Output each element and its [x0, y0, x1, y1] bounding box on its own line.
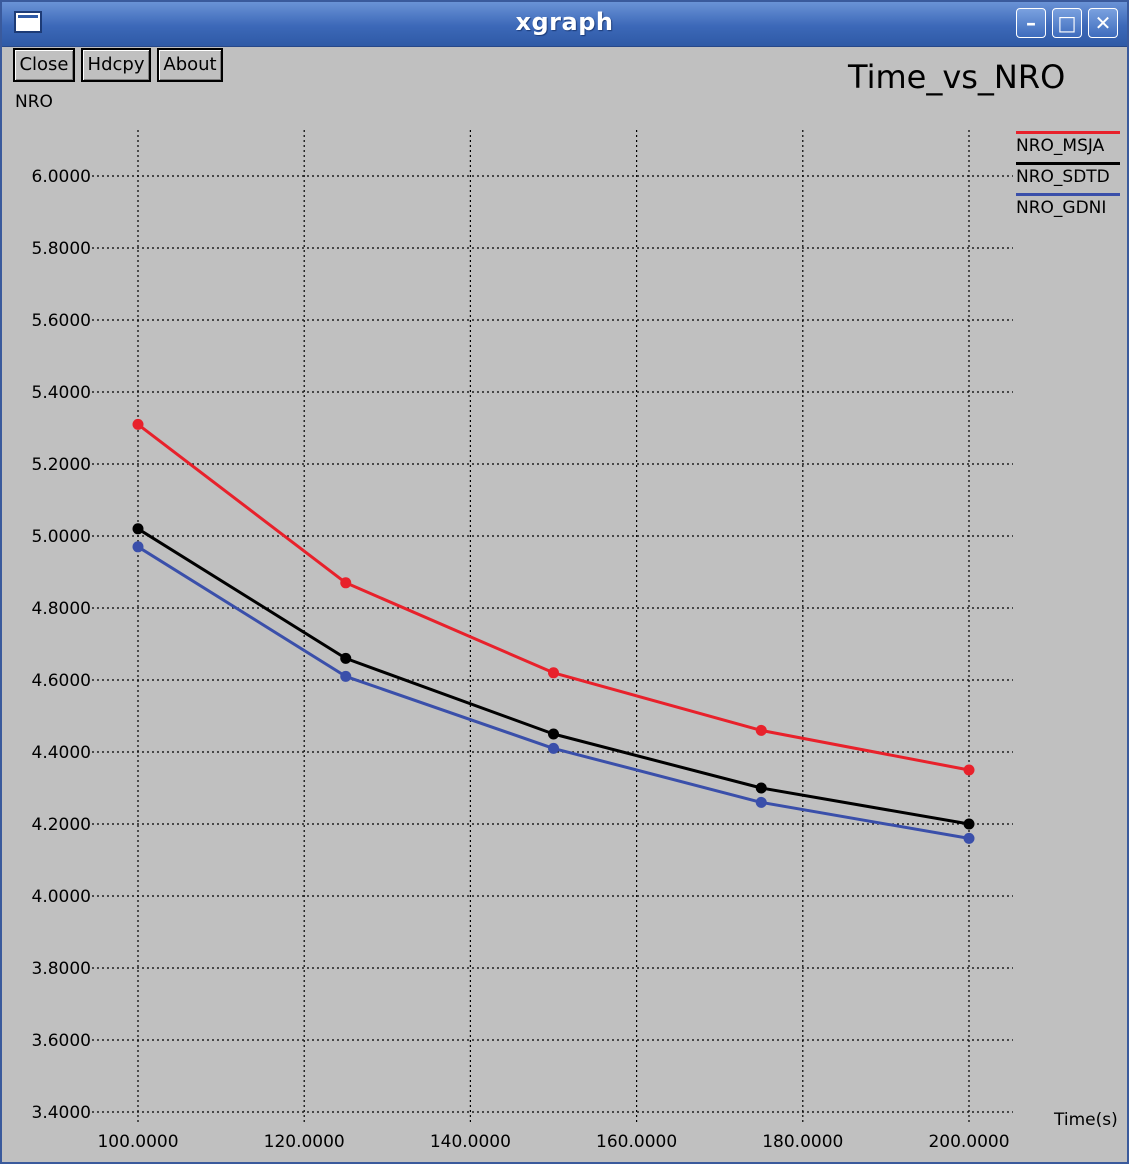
x-tick-label: 120.0000 — [264, 1132, 345, 1152]
data-point-nro_msja — [132, 418, 144, 430]
x-tick-label: 180.0000 — [762, 1132, 843, 1152]
chart-title: Time_vs_NRO — [848, 58, 1066, 96]
data-point-nro_sdtd — [132, 523, 144, 535]
x-tick-label: 160.0000 — [596, 1132, 677, 1152]
y-tick-label: 5.0000 — [32, 527, 91, 547]
y-tick-label: 6.0000 — [32, 167, 91, 187]
data-point-nro_msja — [755, 724, 767, 736]
y-tick-label: 4.4000 — [32, 743, 91, 763]
x-tick-labels: 100.0000 120.0000 140.0000 160.0000 180.0000… — [97, 1132, 1009, 1152]
minimize-icon[interactable]: – — [1016, 8, 1046, 38]
data-point-nro_msja — [340, 577, 352, 589]
legend-item-gdnm: NRO_GDNI — [1016, 193, 1120, 220]
data-point-nro_sdtd — [340, 652, 352, 664]
data-point-nro_sdtd — [548, 728, 559, 740]
data-point-nro_sdtd — [755, 782, 767, 794]
data-point-nro_gdnm — [755, 796, 767, 808]
hdcpy-button[interactable]: Hdcpy — [81, 48, 151, 82]
series-line-nro_msja — [137, 423, 970, 772]
data-point-nro_gdnm — [963, 832, 975, 844]
y-tick-label: 3.6000 — [32, 1031, 91, 1051]
y-axis-label: NRO — [15, 92, 53, 112]
data-point-nro_gdnm — [548, 742, 559, 754]
data-point-nro_gdnm — [132, 541, 144, 553]
y-tick-label: 4.8000 — [32, 599, 91, 619]
y-tick-label: 5.8000 — [32, 239, 91, 259]
maximize-icon[interactable]: □ — [1052, 8, 1082, 38]
series-lines — [132, 418, 975, 844]
window-title: xgraph — [515, 8, 614, 36]
x-tick-label: 140.0000 — [430, 1132, 511, 1152]
about-button[interactable]: About — [157, 48, 223, 82]
grid-lines — [92, 130, 1013, 1122]
legend-item-sdtd: NRO_SDTD — [1016, 162, 1120, 189]
y-tick-label: 3.4000 — [32, 1103, 91, 1123]
y-tick-label: 3.8000 — [32, 959, 91, 979]
data-point-nro_gdnm — [340, 670, 352, 682]
y-tick-label: 5.6000 — [32, 311, 91, 331]
close-button[interactable]: Close — [13, 48, 75, 82]
legend-item-msja: NRO_MSJA — [1016, 131, 1120, 158]
data-point-nro_msja — [963, 764, 975, 776]
data-point-nro_sdtd — [963, 818, 975, 830]
y-tick-labels: 3.4000 3.6000 3.8000 4.0000 4.2000 4.4000 4.60… — [32, 167, 91, 1123]
data-point-nro_msja — [548, 667, 559, 679]
series-line-nro_gdnm — [137, 545, 970, 840]
y-tick-label: 4.2000 — [32, 815, 91, 835]
x-tick-label: 200.0000 — [928, 1132, 1009, 1152]
y-tick-label: 5.4000 — [32, 383, 91, 403]
x-axis-label: Time(s) — [1054, 1110, 1118, 1130]
y-tick-label: 4.0000 — [32, 887, 91, 907]
x-tick-label: 100.0000 — [97, 1132, 178, 1152]
close-window-icon[interactable]: ✕ — [1088, 8, 1118, 38]
window-menu-icon[interactable] — [14, 11, 42, 33]
y-tick-label: 4.6000 — [32, 671, 91, 691]
title-bar[interactable]: xgraph – □ ✕ — [2, 2, 1127, 47]
y-tick-label: 5.2000 — [32, 455, 91, 475]
